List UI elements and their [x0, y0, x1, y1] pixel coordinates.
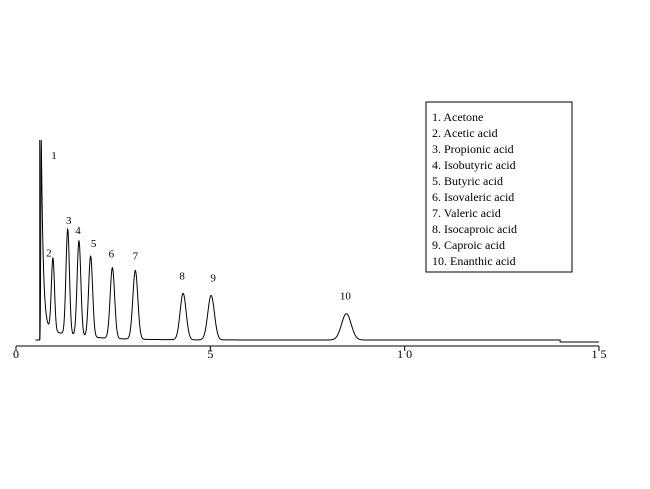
x-tick-label: 0: [13, 347, 19, 361]
peak-label-1: 1: [51, 150, 57, 162]
legend-entry: 2. Acetic acid: [432, 126, 498, 140]
legend-entry: 5. Butyric acid: [432, 174, 503, 188]
legend-entry: 9. Caproic acid: [432, 238, 505, 252]
chromatogram-trace: [35, 139, 599, 343]
peak-label-3: 3: [66, 215, 72, 227]
legend-entry: 4. Isobutyric acid: [432, 158, 516, 172]
legend-entry: 10. Enanthic acid: [432, 254, 516, 268]
peak-label-2: 2: [46, 247, 52, 259]
legend-entry: 8. Isocaproic acid: [432, 222, 517, 236]
peak-label-10: 10: [340, 291, 352, 303]
legend-entry: 1. Acetone: [432, 110, 483, 124]
legend: 1. Acetone 2. Acetic acid 3. Propionic aci…: [425, 101, 573, 273]
peak-label-5: 5: [91, 238, 97, 250]
legend-entry: 3. Propionic acid: [432, 142, 514, 156]
peak-label-8: 8: [179, 271, 185, 283]
legend-entry: 7. Valeric acid: [432, 206, 501, 220]
legend-box: [425, 101, 573, 273]
peak-label-7: 7: [133, 250, 139, 262]
x-tick-label: 1 0: [397, 347, 412, 361]
legend-entry: 6. Isovaleric acid: [432, 190, 514, 204]
x-axis: 0 5 1 0 1 5: [13, 345, 607, 361]
peak-label-9: 9: [210, 273, 216, 285]
x-tick-label: 1 5: [592, 347, 607, 361]
peak-label-4: 4: [75, 225, 81, 237]
peak-label-6: 6: [109, 248, 115, 260]
x-tick-label: 5: [207, 347, 213, 361]
trace-layer: [35, 139, 599, 343]
